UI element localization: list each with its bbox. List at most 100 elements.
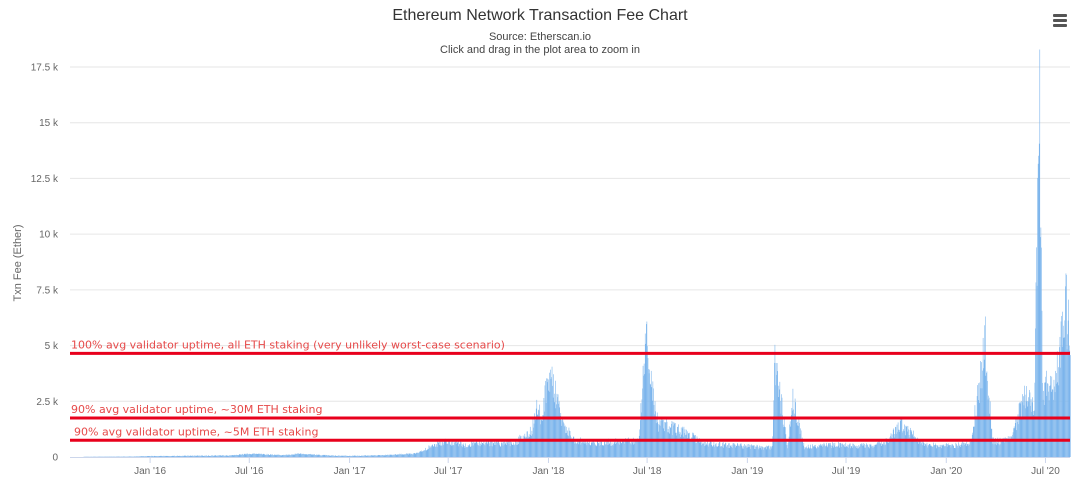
bar — [518, 436, 520, 457]
bar — [471, 446, 473, 457]
bar — [820, 445, 822, 457]
bar — [756, 446, 757, 457]
bar — [647, 346, 648, 457]
bar — [473, 445, 474, 457]
bar — [624, 440, 626, 457]
bar — [236, 454, 238, 457]
bar — [589, 445, 591, 457]
bar — [844, 447, 846, 457]
bar — [1003, 437, 1005, 457]
bar — [180, 456, 181, 457]
bar — [772, 436, 774, 457]
bar — [751, 445, 753, 457]
bar — [719, 442, 721, 457]
bar — [552, 385, 553, 457]
bar — [428, 449, 429, 457]
bar — [458, 441, 459, 457]
bar — [1058, 385, 1060, 457]
bar — [1059, 347, 1060, 457]
bar — [840, 442, 841, 457]
bar — [873, 446, 874, 457]
bar — [223, 455, 225, 457]
bar — [863, 443, 865, 457]
bar — [350, 456, 352, 457]
bar — [993, 437, 994, 457]
bar — [754, 449, 756, 457]
bar — [1061, 316, 1062, 457]
bar — [866, 443, 867, 457]
bar — [952, 444, 953, 457]
bar — [570, 435, 571, 457]
bar — [741, 448, 743, 457]
bar — [892, 429, 894, 457]
bar — [885, 438, 887, 457]
bar — [589, 441, 590, 457]
bar — [831, 448, 832, 457]
bar — [608, 438, 610, 457]
bar — [209, 455, 211, 457]
bar — [662, 428, 664, 457]
bar — [921, 440, 923, 457]
bar — [807, 448, 808, 457]
bar — [788, 439, 789, 457]
bar — [899, 417, 901, 457]
bar — [396, 454, 398, 457]
bar — [307, 454, 308, 457]
bar — [988, 395, 989, 457]
bar — [683, 426, 685, 457]
bar — [592, 440, 594, 457]
chart-title: Ethereum Network Transaction Fee Chart — [392, 7, 688, 24]
bar — [638, 435, 640, 457]
bar — [181, 455, 182, 457]
bar — [871, 445, 872, 457]
bar — [159, 456, 161, 457]
bar — [226, 455, 227, 457]
bar — [123, 456, 125, 457]
bar — [443, 445, 444, 457]
bar — [1056, 351, 1058, 457]
bar — [590, 445, 592, 457]
bar — [838, 441, 839, 457]
bar — [539, 404, 540, 457]
bar — [516, 444, 517, 457]
bar — [537, 414, 538, 457]
bar — [719, 442, 720, 457]
bar — [262, 453, 264, 457]
bar — [730, 446, 732, 457]
bar — [141, 456, 143, 457]
bar — [172, 455, 174, 457]
bar — [535, 408, 537, 457]
annotation-label: 100% avg validator uptime, all ETH staki… — [71, 338, 505, 351]
bar — [453, 445, 455, 457]
bar — [1047, 383, 1048, 457]
bar — [386, 454, 388, 457]
bar — [371, 455, 373, 457]
bar — [387, 454, 389, 457]
bar — [610, 441, 611, 457]
bar — [924, 443, 926, 457]
bar — [967, 444, 968, 457]
bar — [1002, 441, 1004, 457]
bar — [298, 453, 299, 457]
bar — [691, 437, 693, 457]
bar — [280, 455, 282, 457]
bar — [623, 441, 624, 457]
bar — [575, 442, 576, 457]
bar — [418, 453, 419, 457]
bar — [221, 455, 223, 457]
bar — [478, 445, 480, 457]
bar — [388, 455, 389, 457]
bar — [902, 432, 903, 457]
hamburger-menu-icon[interactable] — [1050, 10, 1070, 30]
bar — [285, 454, 286, 457]
bar — [966, 441, 968, 457]
bar — [962, 441, 963, 457]
bar — [454, 441, 456, 457]
bar — [359, 455, 360, 457]
bar — [137, 456, 138, 457]
bar — [392, 454, 394, 457]
bar — [806, 446, 807, 457]
bar — [418, 452, 420, 457]
bar — [296, 453, 298, 457]
